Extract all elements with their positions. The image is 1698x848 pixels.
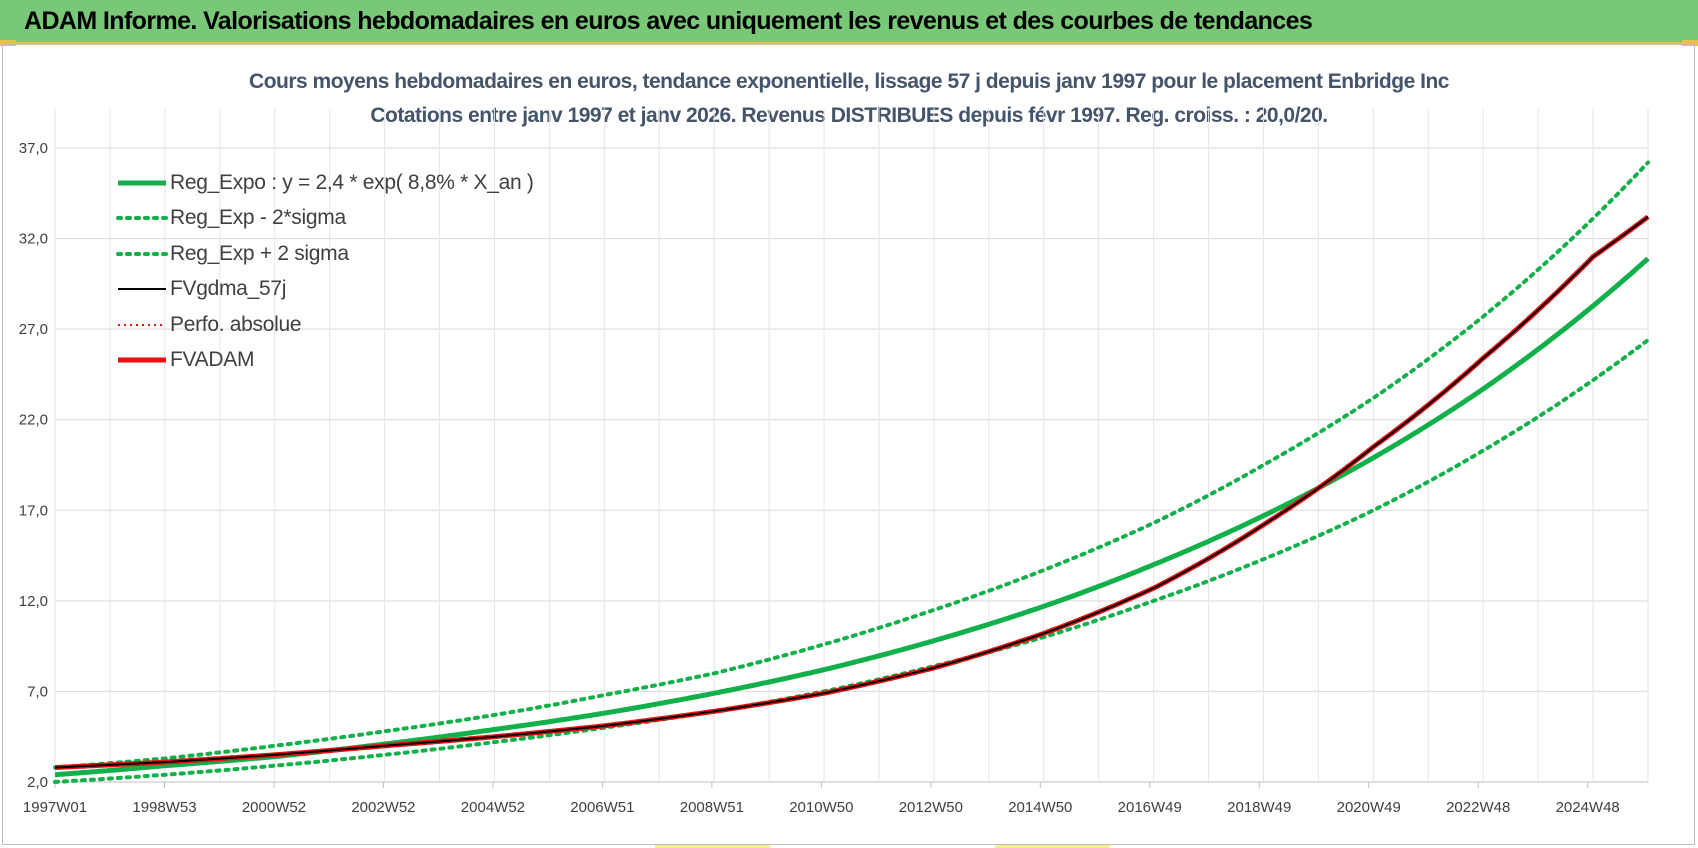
x-axis: 1997W01 1998W53 2000W52 2002W52 2004W52 2006W… <box>23 781 1648 816</box>
x-tick-label: 2008W51 <box>680 799 744 816</box>
y-axis: 2,0 7,0 12,0 17,0 22,0 27,0 32,0 37,0 <box>19 140 48 791</box>
legend-label: Perfo. absolue <box>170 312 302 336</box>
x-tick-label: 2014W50 <box>1008 799 1072 816</box>
y-tick-label: 22,0 <box>19 412 48 429</box>
y-tick-label: 17,0 <box>19 502 48 519</box>
x-tick-label: 2016W49 <box>1118 799 1182 816</box>
legend-swatch <box>116 251 168 256</box>
x-tick-label: 2002W52 <box>351 799 415 816</box>
legend-swatch <box>118 323 166 326</box>
y-tick-label: 27,0 <box>19 321 48 338</box>
y-tick-label: 7,0 <box>27 683 48 700</box>
legend-swatch <box>116 216 168 221</box>
legend-item: Reg_Exp - 2*sigma <box>116 201 534 237</box>
x-tick-label: 2010W50 <box>789 799 853 816</box>
series-lines <box>53 160 1650 784</box>
x-tick-label: 1997W01 <box>23 799 87 816</box>
legend-label: Reg_Exp - 2*sigma <box>170 206 346 230</box>
legend-item: Reg_Expo : y = 2,4 * exp( 8,8% * X_an ) <box>116 165 534 201</box>
chart-subtitle: Cotations entre janv 1997 et janv 2026. … <box>370 104 1328 127</box>
chart-title: Cours moyens hebdomadaires en euros, ten… <box>249 70 1449 93</box>
page-title: ADAM Informe. Valorisations hebdomadaire… <box>24 7 1313 35</box>
x-tick-label: 1998W53 <box>132 799 196 816</box>
x-tick-label: 2024W48 <box>1556 799 1620 816</box>
legend-label: FVADAM <box>170 348 255 372</box>
legend-item: FVgdma_57j <box>116 272 534 308</box>
legend: Reg_Expo : y = 2,4 * exp( 8,8% * X_an ) R… <box>116 165 534 378</box>
x-tick-label: 2018W49 <box>1227 799 1291 816</box>
x-tick-label: 2022W48 <box>1446 799 1510 816</box>
x-tick-label: 2004W52 <box>461 799 525 816</box>
corner-marker-left <box>0 40 16 46</box>
y-tick-label: 12,0 <box>19 593 48 610</box>
chart-frame <box>2 44 1695 845</box>
legend-item: Reg_Exp + 2 sigma <box>116 236 534 272</box>
bottom-strip-right <box>995 845 1110 848</box>
x-tick-label: 2000W52 <box>242 799 306 816</box>
x-tick-label: 2020W49 <box>1337 799 1401 816</box>
legend-item: FVADAM <box>116 343 534 379</box>
y-tick-label: 37,0 <box>19 140 48 157</box>
legend-swatch <box>118 180 166 186</box>
x-tick-label: 2012W50 <box>899 799 963 816</box>
series-line-solid-black <box>54 216 1649 769</box>
x-tick-label: 2006W51 <box>570 799 634 816</box>
corner-marker-right <box>1682 40 1698 46</box>
legend-swatch <box>118 288 166 291</box>
legend-label: FVgdma_57j <box>170 277 287 301</box>
y-tick-label: 32,0 <box>19 231 48 248</box>
series-line-dotted-green <box>53 338 1650 784</box>
header-bar: ADAM Informe. Valorisations hebdomadaire… <box>0 0 1698 44</box>
legend-swatch <box>118 357 166 363</box>
legend-label: Reg_Exp + 2 sigma <box>170 241 349 265</box>
legend-label: Reg_Expo : y = 2,4 * exp( 8,8% * X_an ) <box>170 170 534 194</box>
y-tick-label: 2,0 <box>27 774 48 791</box>
series-line-dotted-green <box>53 160 1650 770</box>
legend-item: Perfo. absolue <box>116 307 534 343</box>
bottom-strip-left <box>655 845 770 848</box>
